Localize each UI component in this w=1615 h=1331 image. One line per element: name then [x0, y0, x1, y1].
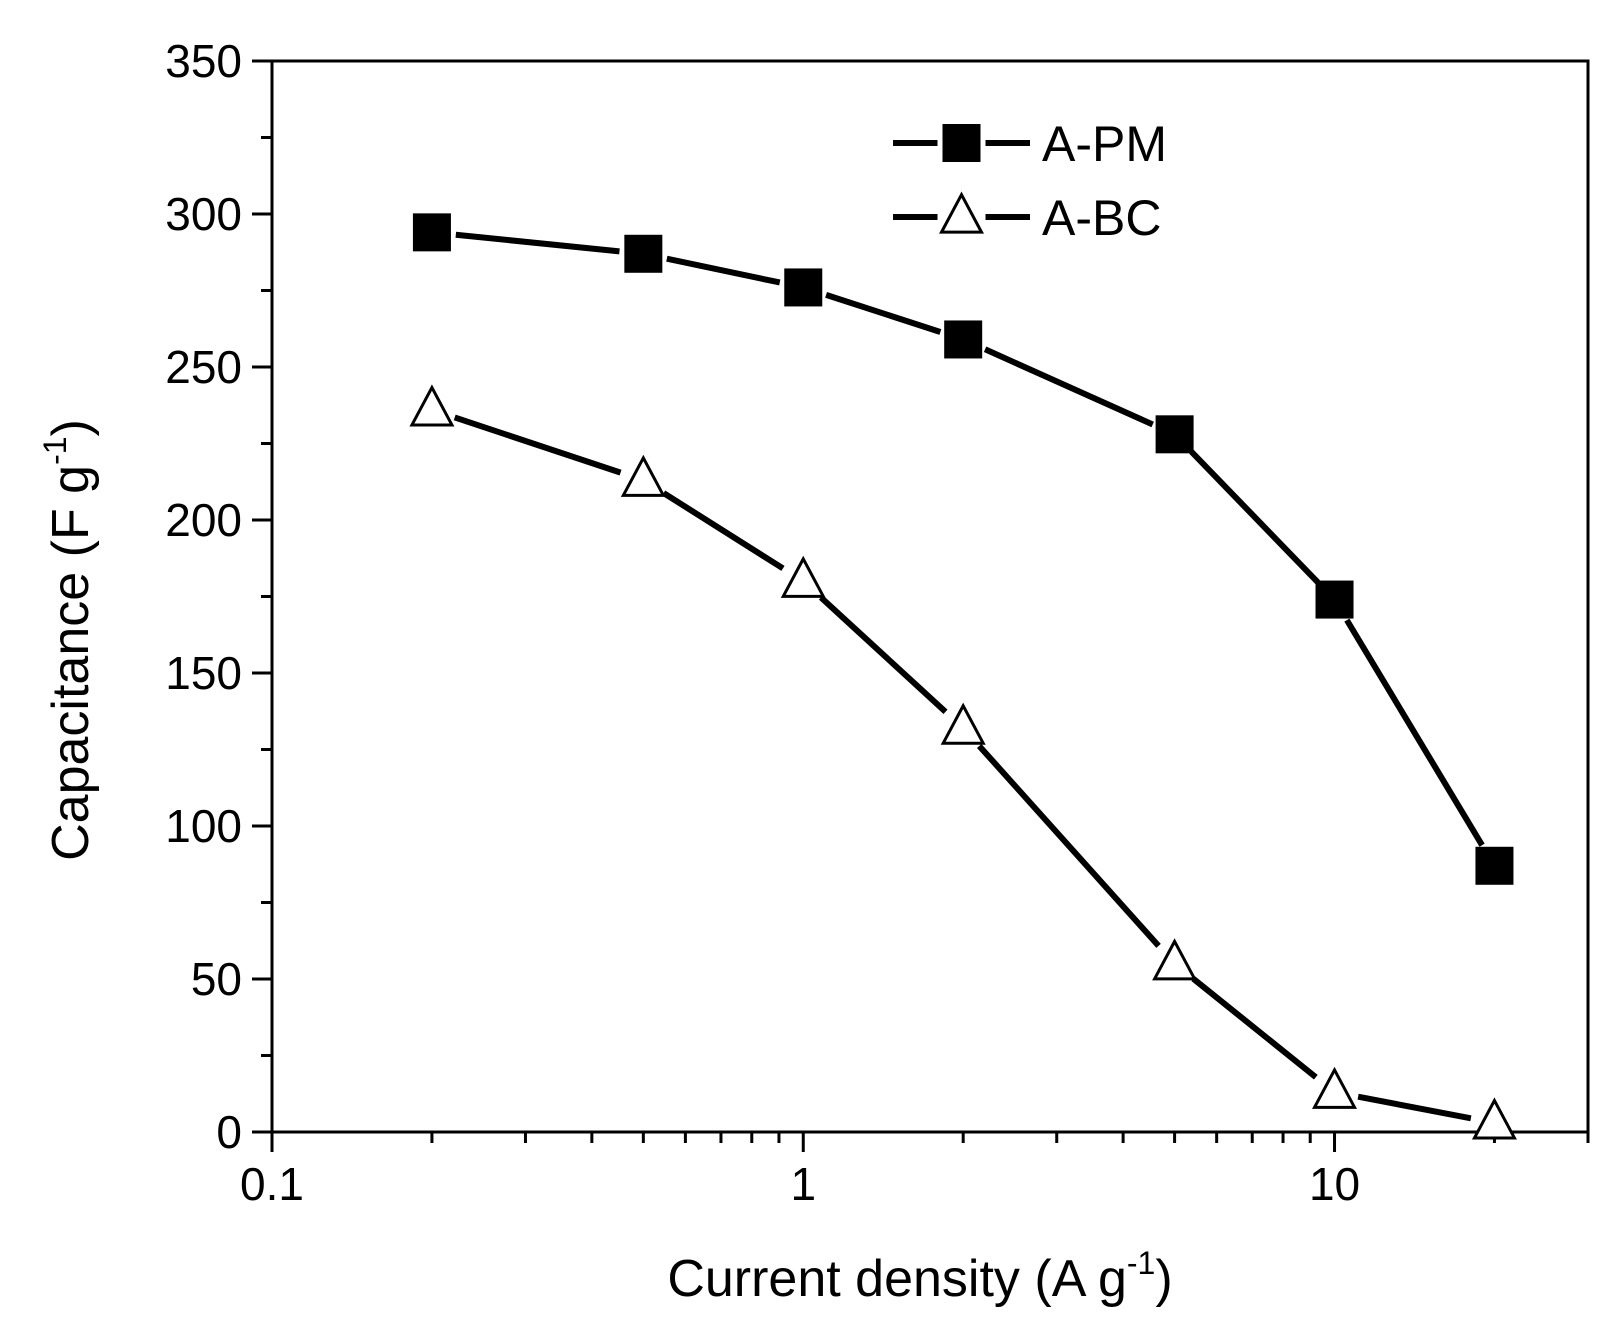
series-a-bc-point [780, 555, 826, 598]
series-a-pm-point [784, 268, 823, 307]
series-a-bc-line [1191, 976, 1318, 1080]
y-tick-label: 50 [191, 953, 242, 1005]
series-a-bc-line [662, 490, 785, 571]
y-tick-label: 0 [216, 1106, 242, 1158]
y-axis-title: Capacitance (F g-1) [37, 419, 100, 861]
series-a-bc-point [1152, 938, 1198, 981]
series-a-pm-line [666, 255, 781, 286]
series-a-pm-point [1475, 846, 1514, 885]
y-tick-label: 150 [165, 647, 242, 699]
legend-marker [942, 124, 981, 162]
legend-label: A-BC [1042, 190, 1161, 246]
series-a-pm-line [1189, 449, 1320, 585]
series-a-pm-point [1155, 415, 1194, 454]
series-a-pm-point [412, 213, 451, 252]
x-tick-label: 1 [790, 1158, 816, 1210]
series-a-bc-point [409, 384, 455, 427]
y-tick-label: 350 [165, 35, 242, 87]
y-tick-label: 100 [165, 800, 242, 852]
series-markers [409, 213, 1517, 1140]
series-a-bc-line [976, 743, 1161, 948]
plot-frame [270, 59, 1590, 1134]
series-a-bc-point [1471, 1097, 1517, 1140]
series-a-bc-point [620, 454, 666, 497]
series-a-pm-line [1344, 618, 1485, 847]
series-a-pm-line [455, 231, 620, 255]
legend: A-PM A-BC [893, 116, 1167, 246]
series-a-bc-line [1357, 1093, 1472, 1122]
series-a-pm-line [825, 292, 942, 335]
y-axis-ticks: 0 50 100 150 200 250 300 350 [165, 35, 272, 1158]
plot-border [270, 59, 1590, 1134]
x-axis-ticks: 0.1 1 10 [240, 1132, 1590, 1210]
y-tick-label: 200 [165, 494, 242, 546]
x-tick-label: 0.1 [240, 1158, 304, 1210]
series-a-pm-point [944, 320, 983, 359]
x-axis-title: Current density (A g-1) [667, 1245, 1172, 1308]
series-a-bc-point [940, 702, 986, 745]
x-tick-label: 10 [1309, 1158, 1360, 1210]
series-lines [453, 231, 1485, 1122]
legend-label: A-PM [1042, 116, 1167, 172]
series-a-bc-line [453, 414, 622, 476]
legend-marker [938, 191, 985, 234]
series-a-bc-line [818, 595, 948, 715]
series-a-pm-line [983, 346, 1154, 428]
series-a-pm-point [1315, 580, 1354, 619]
y-tick-label: 250 [165, 341, 242, 393]
series-a-pm-point [624, 234, 663, 273]
y-tick-label: 300 [165, 188, 242, 240]
series-a-bc-point [1312, 1066, 1358, 1109]
